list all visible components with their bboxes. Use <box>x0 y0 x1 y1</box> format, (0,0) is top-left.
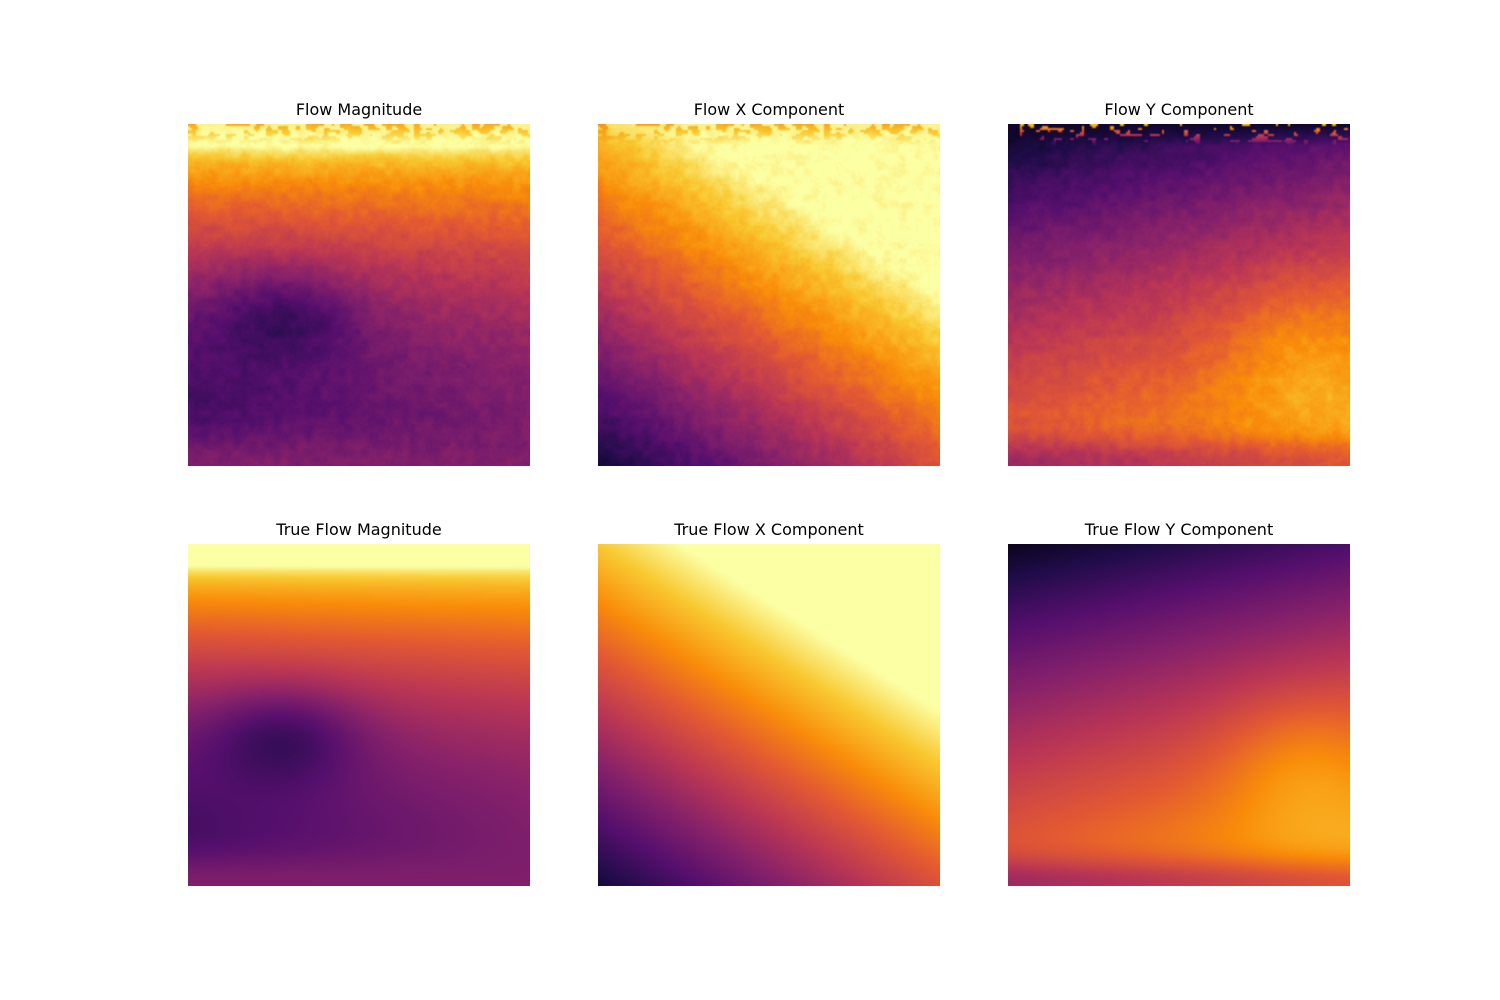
panel-flow-x-component: Flow X Component <box>598 100 940 466</box>
heatmap-true-flow-magnitude <box>188 544 530 886</box>
panel-title: Flow Y Component <box>1104 100 1254 119</box>
heatmap-true-flow-x-component <box>598 544 940 886</box>
panel-true-flow-x-component: True Flow X Component <box>598 520 940 886</box>
heatmap-flow-x-component <box>598 124 940 466</box>
panel-true-flow-y-component: True Flow Y Component <box>1008 520 1350 886</box>
heatmap-true-flow-y-component <box>1008 544 1350 886</box>
panel-true-flow-magnitude: True Flow Magnitude <box>188 520 530 886</box>
heatmap-flow-magnitude <box>188 124 530 466</box>
panel-title: True Flow Y Component <box>1084 520 1274 539</box>
panel-flow-y-component: Flow Y Component <box>1008 100 1350 466</box>
panel-title: True Flow X Component <box>674 520 864 539</box>
heatmap-flow-y-component <box>1008 124 1350 466</box>
panel-title: Flow Magnitude <box>295 100 423 119</box>
panel-title: Flow X Component <box>693 100 845 119</box>
panel-title: True Flow Magnitude <box>276 520 442 539</box>
panel-flow-magnitude: Flow Magnitude <box>188 100 530 466</box>
